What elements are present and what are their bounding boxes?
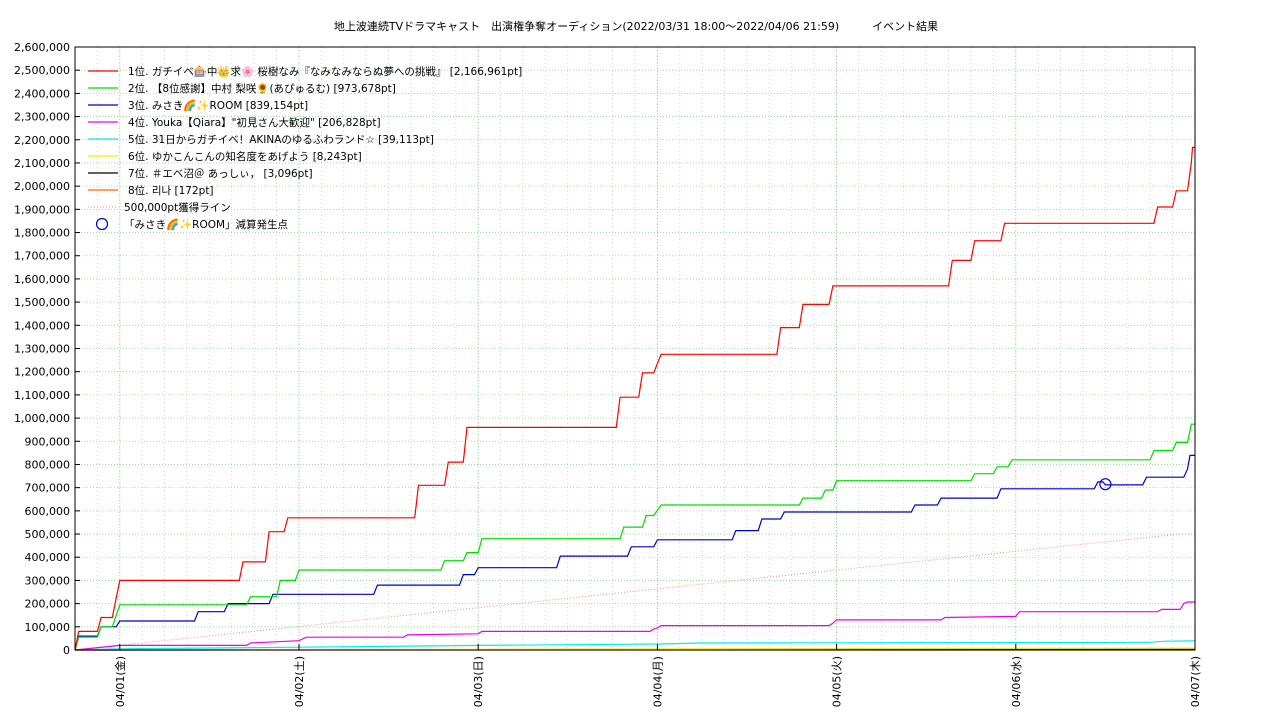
legend-label: 7位. ＃エベ沼＠ あっしぃ， [3,096pt] bbox=[128, 167, 313, 180]
legend-label: 「みさき🌈✨ROOM」減算発生点 bbox=[124, 218, 288, 231]
y-tick-label: 1,900,000 bbox=[14, 203, 70, 216]
legend-label: 2位. 【8位感謝】中村 梨咲🌻(あぴゅるむ) [973,678pt] bbox=[128, 82, 396, 95]
x-tick-label: 04/06(水) bbox=[1010, 656, 1023, 707]
y-tick-label: 1,800,000 bbox=[14, 227, 70, 240]
y-tick-label: 100,000 bbox=[25, 621, 71, 634]
y-tick-label: 1,600,000 bbox=[14, 273, 70, 286]
y-tick-label: 600,000 bbox=[25, 505, 71, 518]
y-tick-label: 2,600,000 bbox=[14, 41, 70, 54]
y-tick-label: 0 bbox=[63, 644, 70, 657]
y-tick-label: 2,200,000 bbox=[14, 134, 70, 147]
y-tick-label: 400,000 bbox=[25, 551, 71, 564]
y-tick-label: 2,500,000 bbox=[14, 64, 70, 77]
marker-layer bbox=[1099, 478, 1112, 491]
series-line bbox=[74, 423, 1195, 651]
series-line bbox=[74, 601, 1195, 651]
y-tick-label: 1,400,000 bbox=[14, 319, 70, 332]
y-tick-label: 300,000 bbox=[25, 574, 71, 587]
y-tick-label: 800,000 bbox=[25, 458, 71, 471]
x-tick-label: 04/02(土) bbox=[293, 656, 306, 707]
series-line bbox=[74, 640, 1196, 651]
series-line bbox=[74, 454, 1195, 651]
legend-label: 500,000pt獲得ライン bbox=[124, 201, 231, 214]
legend-label: 1位. ガチイベ🎰中👑求🌸 桜樹なみ『なみなみならぬ夢への挑戦』 [2,166,… bbox=[128, 65, 522, 78]
legend-label: 8位. 리나 [172pt] bbox=[128, 184, 214, 197]
y-axis: 0 100,000 200,000 300,000 400,000 500,000 600,… bbox=[14, 41, 80, 657]
x-tick-label: 04/05(火) bbox=[831, 656, 844, 707]
legend: 1位. ガチイベ🎰中👑求🌸 桜樹なみ『なみなみならぬ夢への挑戦』 [2,166,… bbox=[88, 65, 522, 231]
y-tick-label: 200,000 bbox=[25, 598, 71, 611]
chart-title: 地上波連続TVドラマキャスト 出演権争奪オーディション(2022/03/31 1… bbox=[334, 19, 938, 33]
y-tick-label: 2,400,000 bbox=[14, 87, 70, 100]
x-axis: 04/01(金) 04/02(土) 04/03(日) 04/04(月) 04/05(火)… bbox=[113, 644, 1202, 707]
y-tick-label: 1,200,000 bbox=[14, 366, 70, 379]
legend-label: 6位. ゆかこんこんの知名度をあげよう [8,243pt] bbox=[128, 150, 362, 163]
y-tick-label: 2,000,000 bbox=[14, 180, 70, 193]
legend-marker bbox=[95, 217, 109, 231]
y-tick-label: 1,100,000 bbox=[14, 389, 70, 402]
series-line bbox=[74, 146, 1195, 651]
legend-label: 5位. 31日からガチイベ！AKINAのゆるふわランド☆ [39,113pt] bbox=[128, 133, 434, 146]
y-tick-label: 700,000 bbox=[25, 482, 71, 495]
marker-circle bbox=[1099, 478, 1112, 491]
y-tick-label: 500,000 bbox=[25, 528, 71, 541]
x-tick-label: 04/04(月) bbox=[651, 656, 664, 707]
y-tick-label: 1,700,000 bbox=[14, 250, 70, 263]
legend-label: 4位. Youka【Qiara】"初見さん大歓迎" [206,828pt] bbox=[128, 116, 381, 129]
x-tick-label: 04/01(金) bbox=[113, 656, 127, 707]
y-tick-label: 900,000 bbox=[25, 435, 71, 448]
y-tick-label: 1,000,000 bbox=[14, 412, 70, 425]
y-tick-label: 1,300,000 bbox=[14, 343, 70, 356]
x-tick-label: 04/03(日) bbox=[472, 656, 485, 707]
y-tick-label: 2,300,000 bbox=[14, 111, 70, 124]
y-tick-label: 1,500,000 bbox=[14, 296, 70, 309]
y-tick-label: 2,100,000 bbox=[14, 157, 70, 170]
x-tick-label: 04/07(木) bbox=[1189, 656, 1202, 707]
legend-label: 3位. みさき🌈✨ROOM [839,154pt] bbox=[128, 99, 308, 112]
